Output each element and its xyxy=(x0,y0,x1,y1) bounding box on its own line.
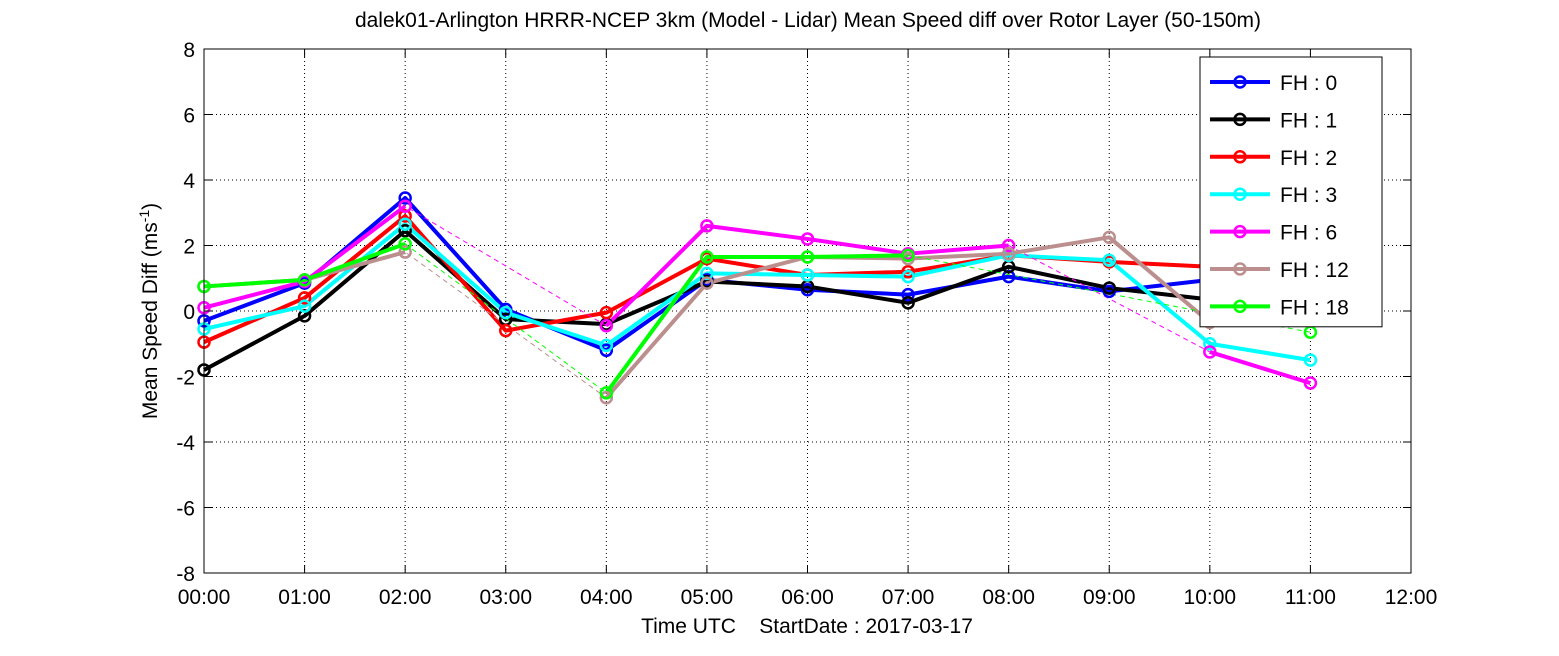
data-point xyxy=(1203,345,1217,359)
x-tick-label: 04:00 xyxy=(580,586,633,609)
data-point xyxy=(599,343,614,358)
data-point xyxy=(1303,353,1318,367)
legend-entry: FH : 1 xyxy=(1280,109,1337,132)
data-point xyxy=(700,276,714,290)
y-axis-label-close: ) xyxy=(139,203,162,210)
x-tick-label: 09:00 xyxy=(1083,586,1136,609)
data-point xyxy=(398,217,412,231)
data-point xyxy=(599,391,614,405)
x-tick-label: 00:00 xyxy=(178,586,231,609)
x-tick-label: 03:00 xyxy=(479,586,532,609)
y-tick-label: -4 xyxy=(176,432,195,455)
y-tick-label: 2 xyxy=(183,236,195,259)
data-point xyxy=(700,219,714,233)
x-tick-label: 01:00 xyxy=(278,586,331,609)
data-point xyxy=(599,386,614,400)
y-axis-label-superscript: -1 xyxy=(136,210,152,223)
legend-entry: FH : 0 xyxy=(1280,72,1337,95)
y-tick-label: 0 xyxy=(183,301,195,324)
chart-title: dalek01-Arlington HRRR-NCEP 3km (Model -… xyxy=(355,9,1261,32)
data-point xyxy=(800,232,815,246)
data-point xyxy=(398,245,412,259)
data-point xyxy=(398,237,412,251)
legend-marker xyxy=(1233,299,1247,314)
data-point xyxy=(599,338,614,353)
data-point xyxy=(901,296,915,310)
legend-marker xyxy=(1233,262,1247,276)
data-point xyxy=(599,318,614,333)
y-tick-label: -8 xyxy=(176,563,195,586)
data-point xyxy=(499,305,513,320)
legend-entry: FH : 2 xyxy=(1280,147,1337,170)
data-point xyxy=(599,305,614,320)
legend-box xyxy=(1199,56,1383,328)
data-point xyxy=(1203,337,1217,351)
data-point xyxy=(700,250,714,264)
data-point xyxy=(800,268,815,282)
data-point xyxy=(1001,246,1016,261)
data-point xyxy=(800,250,815,264)
data-point xyxy=(1303,376,1318,390)
x-tick-label: 12:00 xyxy=(1385,586,1438,609)
y-tick-label: -6 xyxy=(176,498,195,521)
data-point xyxy=(901,264,915,279)
y-axis-label-main: Mean Speed Diff (ms xyxy=(139,222,162,419)
x-tick-label: 08:00 xyxy=(982,586,1035,609)
x-axis-ticks: 00:00 01:00 02:00 03:00 04:00 05:00 06:00 07:00… xyxy=(178,49,1438,609)
data-point xyxy=(499,323,513,338)
grid xyxy=(204,49,1411,573)
data-point xyxy=(901,287,915,302)
y-tick-label: 6 xyxy=(183,105,195,128)
legend-marker xyxy=(1233,224,1247,239)
legend-marker xyxy=(1233,150,1247,164)
x-tick-label: 11:00 xyxy=(1285,586,1336,609)
data-point xyxy=(297,273,312,287)
series-line xyxy=(604,253,909,395)
x-tick-label: 02:00 xyxy=(379,586,432,609)
data-point xyxy=(398,191,412,205)
x-axis-label: Time UTC StartDate : 2017-03-17 xyxy=(641,615,973,638)
data-point xyxy=(1102,253,1116,267)
series-lines xyxy=(203,196,1312,400)
series-line xyxy=(203,241,406,289)
x-tick-label: 05:00 xyxy=(681,586,734,609)
y-tick-label: 8 xyxy=(183,39,195,62)
data-point xyxy=(1102,281,1116,295)
data-point xyxy=(297,299,312,313)
legend-entry: FH : 12 xyxy=(1280,259,1349,282)
y-axis-ticks: -8 -6 -4 -2 0 2 4 6 8 xyxy=(176,39,1411,586)
y-axis-label: Mean Speed Diff (ms-1) xyxy=(136,203,162,419)
data-point xyxy=(398,199,412,213)
y-tick-label: -2 xyxy=(176,367,195,390)
series-markers xyxy=(197,191,1318,405)
x-tick-label: 07:00 xyxy=(882,586,935,609)
data-point xyxy=(398,224,412,238)
x-tick-label: 06:00 xyxy=(781,586,834,609)
series-line xyxy=(203,222,1311,363)
legend: FH : 0 FH : 1 FH : 2 FH : 3 FH : 6 FH : 12 FH … xyxy=(1199,56,1383,328)
legend-marker xyxy=(1233,75,1247,89)
data-point xyxy=(297,291,312,305)
series-line xyxy=(1209,350,1312,385)
x-tick-label: 10:00 xyxy=(1184,586,1237,609)
legend-entry: FH : 18 xyxy=(1280,296,1349,319)
data-point xyxy=(1001,238,1016,253)
legend-entry: FH : 3 xyxy=(1280,184,1337,207)
data-point xyxy=(901,269,915,284)
legend-entry: FH : 6 xyxy=(1280,222,1337,245)
data-point xyxy=(901,248,915,263)
legend-marker xyxy=(1233,112,1247,127)
data-point xyxy=(1102,230,1116,245)
series-line xyxy=(604,223,1009,328)
y-tick-label: 4 xyxy=(183,170,195,193)
legend-marker xyxy=(1233,187,1247,201)
